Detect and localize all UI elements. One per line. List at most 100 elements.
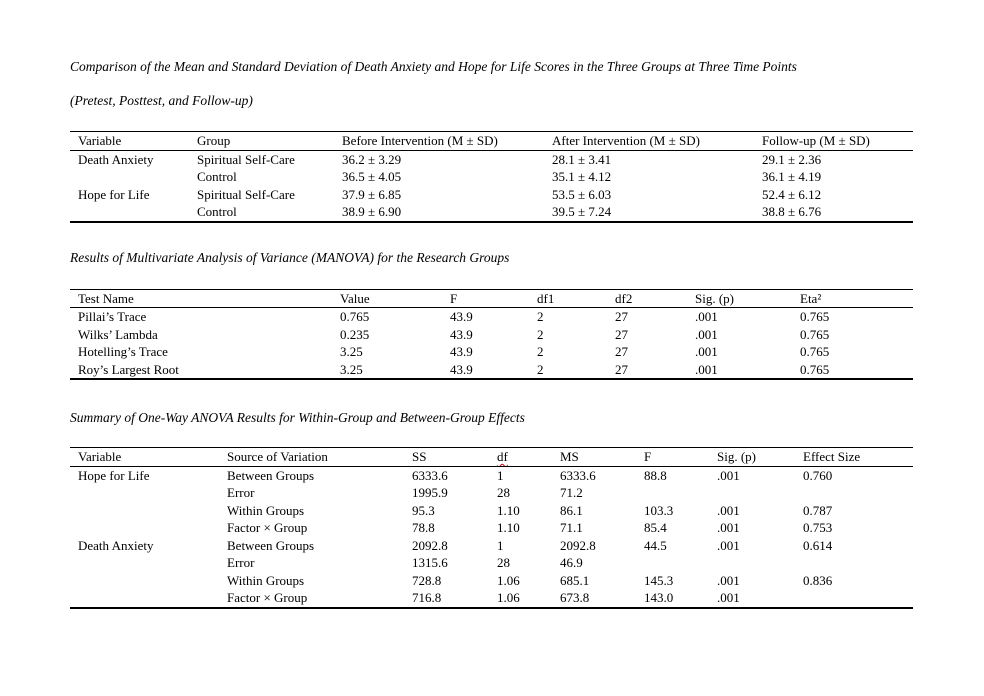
table-row: Control 38.9 ± 6.90 39.5 ± 7.24 38.8 ± 6.76 [70, 203, 913, 222]
table-cell: 35.1 ± 4.12 [552, 169, 612, 184]
table-cell: 88.8 [644, 467, 667, 483]
table-cell: .001 [695, 361, 718, 377]
table-cell: Factor × Group [227, 520, 308, 535]
table-cell: 44.5 [644, 537, 667, 553]
column-header: Before Intervention (M ± SD) [334, 131, 544, 151]
table-cell: 2 [537, 309, 544, 324]
table-cell: Death Anxiety [78, 151, 154, 167]
table-row: Death Anxiety Between Groups 2092.8 1 2092.8… [70, 537, 913, 555]
table-row: Hotelling’s Trace 3.25 43.9 2 27 .001 0.765 [70, 343, 913, 361]
table-cell: 39.5 ± 7.24 [552, 204, 612, 219]
table-cell: 0.765 [800, 326, 830, 342]
column-header: F [636, 447, 709, 467]
table-row: Wilks’ Lambda 0.235 43.9 2 27 .001 0.765 [70, 326, 913, 344]
table-cell: 6333.6 [412, 467, 448, 483]
table-cell: 95.3 [412, 502, 435, 518]
table-cell [709, 484, 795, 502]
table-cell: Between Groups [227, 537, 315, 553]
table-row: Hope for Life Between Groups 6333.6 1 6333.6… [70, 466, 913, 484]
table-cell: .001 [717, 502, 740, 518]
table-row: Hope for Life Spiritual Self-Care 37.9 ± 6… [70, 186, 913, 204]
table-cell: 0.787 [803, 502, 833, 518]
table-cell: 28 [497, 485, 510, 500]
column-header-spellcheck-flagged: df [489, 447, 552, 467]
table-cell: 2 [537, 326, 544, 342]
table-cell: Hope for Life [78, 186, 150, 202]
table-cell [636, 554, 709, 572]
column-header: Group [189, 131, 334, 151]
header-row: Variable Source of Variation SS df MS F Sig. (… [70, 447, 913, 467]
table-cell: 1.06 [497, 572, 520, 588]
table-cell: 29.1 ± 2.36 [762, 151, 822, 167]
anova-summary-table: Variable Source of Variation SS df MS F Sig. (… [70, 447, 913, 609]
table-cell: 36.5 ± 4.05 [342, 169, 402, 184]
table-cell: 28.1 ± 3.41 [552, 151, 612, 167]
table-cell [70, 203, 189, 222]
table-cell: 1315.6 [412, 555, 448, 570]
table-cell: .001 [695, 344, 718, 359]
table-cell: 78.8 [412, 520, 435, 535]
table-cell: 1 [497, 467, 504, 483]
table-cell: Spiritual Self-Care [197, 186, 295, 202]
table-cell: 37.9 ± 6.85 [342, 186, 402, 202]
table-cell: .001 [717, 537, 740, 553]
column-header: Follow-up (M ± SD) [754, 131, 913, 151]
table-cell: 0.765 [800, 309, 830, 324]
table-cell: 43.9 [450, 361, 473, 377]
table-cell [795, 554, 913, 572]
table-cell [70, 589, 219, 608]
table-row: Roy’s Largest Root 3.25 43.9 2 27 .001 0.765 [70, 361, 913, 380]
table-cell: .001 [695, 309, 718, 324]
table-cell: Wilks’ Lambda [78, 326, 158, 342]
table-cell [636, 484, 709, 502]
table-cell: 2092.8 [560, 537, 596, 553]
table-cell: 1.10 [497, 520, 520, 535]
means-comparison-table: Variable Group Before Intervention (M ± SD… [70, 131, 913, 223]
table-caption: Summary of One-Way ANOVA Results for Wit… [70, 410, 525, 425]
table-cell: .001 [717, 572, 740, 588]
table-cell: 2 [537, 344, 544, 359]
table-cell: 685.1 [560, 572, 590, 588]
table-cell: 673.8 [560, 590, 590, 605]
table-cell: Factor × Group [227, 590, 308, 605]
column-header: df2 [607, 289, 687, 308]
column-header: df1 [529, 289, 607, 308]
table-cell: 143.0 [644, 590, 674, 605]
table-cell: 0.760 [803, 467, 833, 483]
table-cell: Roy’s Largest Root [78, 361, 179, 377]
column-header: Variable [70, 131, 189, 151]
table-cell: 85.4 [644, 520, 667, 535]
column-header: Variable [70, 447, 219, 467]
column-header: SS [404, 447, 489, 467]
table-cell [70, 484, 219, 502]
table-cell: 71.1 [560, 520, 583, 535]
table-cell: 0.836 [803, 572, 833, 588]
table-cell: 3.25 [340, 344, 363, 359]
table-cell: .001 [717, 467, 740, 483]
table-cell: 103.3 [644, 502, 674, 518]
table-cell: 0.235 [340, 326, 370, 342]
table-cell: Hope for Life [78, 467, 150, 483]
document-content: Comparison of the Mean and Standard Devi… [70, 59, 913, 609]
table-row: Factor × Group 78.8 1.10 71.1 85.4 .001 0.753 [70, 519, 913, 537]
table-cell: 86.1 [560, 502, 583, 518]
table-cell: Spiritual Self-Care [197, 151, 295, 167]
table-cell: Between Groups [227, 467, 315, 483]
caption-line: Comparison of the Mean and Standard Devi… [70, 59, 797, 74]
table-cell [795, 589, 913, 608]
table-cell: 28 [497, 555, 510, 570]
table-cell: Pillai’s Trace [78, 309, 147, 324]
table-cell: Error [227, 555, 255, 570]
table-cell [709, 554, 795, 572]
column-header: Test Name [70, 289, 332, 308]
table-cell: 71.2 [560, 485, 583, 500]
table-cell: Hotelling’s Trace [78, 344, 168, 359]
table-row: Factor × Group 716.8 1.06 673.8 143.0 .001 [70, 589, 913, 608]
column-header: Source of Variation [219, 447, 404, 467]
section-manova-results: Results of Multivariate Analysis of Vari… [70, 248, 913, 380]
column-header: Value [332, 289, 442, 308]
table-caption: Results of Multivariate Analysis of Vari… [70, 249, 510, 265]
column-header: Eta² [792, 289, 913, 308]
table-cell [70, 502, 219, 520]
